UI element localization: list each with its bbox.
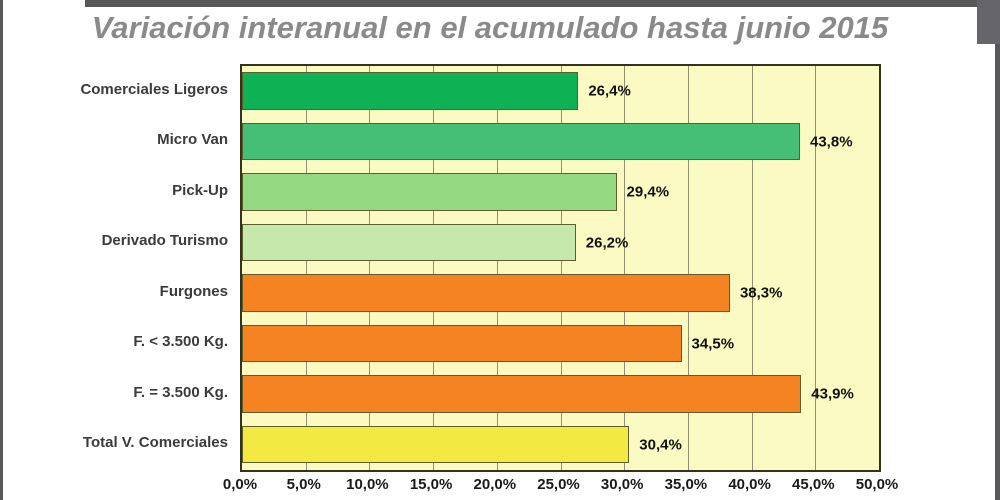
- bar-row: 26,4%: [242, 66, 879, 117]
- category-label: F. < 3.500 Kg.: [133, 333, 228, 351]
- category-label: Derivado Turismo: [101, 232, 228, 250]
- bar-f-3-500-kg-: [242, 324, 682, 362]
- bar-row: 26,2%: [242, 218, 879, 269]
- cropped-top-bar: [85, 0, 988, 7]
- gridline: [751, 66, 753, 470]
- category-label: F. = 3.500 Kg.: [133, 383, 228, 401]
- bar-row: 43,8%: [242, 117, 879, 168]
- x-tick-label: 10,0%: [346, 476, 389, 493]
- gridline: [305, 66, 307, 470]
- gridline: [815, 66, 817, 470]
- bar-f-3-500-kg-: [242, 375, 802, 413]
- value-label: 43,8%: [810, 133, 853, 151]
- value-label: 43,9%: [811, 385, 854, 403]
- value-axis: 0,0% 5,0% 10,0% 15,0% 20,0% 25,0% 30,0% 35,0% 40…: [223, 474, 898, 496]
- category-label: Micro Van: [157, 131, 228, 149]
- bar-row: 34,5%: [242, 319, 879, 370]
- value-label: 26,4%: [588, 82, 631, 100]
- x-tick-label: 45,0%: [792, 476, 835, 493]
- category-label: Comerciales Ligeros: [80, 80, 228, 98]
- value-label: 29,4%: [626, 183, 670, 201]
- value-label: 30,4%: [639, 436, 682, 454]
- value-label: 26,2%: [585, 234, 629, 252]
- right-frame-edge: [995, 0, 1000, 500]
- bar-derivado-turismo: [242, 223, 576, 261]
- gridline: [560, 66, 562, 470]
- x-tick-label: 35,0%: [664, 476, 708, 493]
- gridline: [369, 66, 371, 470]
- x-tick-label: 50,0%: [855, 476, 899, 493]
- gridline: [624, 66, 626, 470]
- bar-row: 38,3%: [242, 268, 879, 319]
- x-tick-label: 20,0%: [473, 476, 517, 493]
- category-label: Furgones: [159, 282, 228, 300]
- value-label: 34,5%: [691, 335, 735, 353]
- x-tick-label: 0,0%: [222, 476, 258, 493]
- bar-micro-van: [242, 122, 800, 160]
- gridline: [496, 66, 498, 470]
- bar-row: 30,4%: [242, 420, 879, 471]
- x-tick-label: 5,0%: [286, 476, 321, 493]
- left-frame-edge: [0, 0, 3, 500]
- category-axis: Comerciales Ligeros Micro Van Pick-Up Deriv…: [0, 64, 228, 468]
- chart-title: Variación interanual en el acumulado has…: [91, 10, 889, 45]
- bar-furgones: [242, 274, 730, 312]
- value-label: 38,3%: [739, 284, 783, 302]
- plot-area: 26,4% 43,8% 29,4% 26,2% 38,3% 34,5% 43,9% 30,4%: [240, 64, 881, 472]
- gridline: [433, 66, 435, 470]
- bar-pick-up: [242, 173, 617, 211]
- x-tick-label: 15,0%: [409, 476, 453, 493]
- category-label: Total V. Comerciales: [82, 434, 228, 452]
- bar-row: 43,9%: [242, 369, 879, 420]
- x-tick-label: 25,0%: [537, 476, 580, 493]
- bar-total-v-comerciales: [242, 425, 630, 463]
- bar-comerciales-ligeros: [242, 72, 579, 110]
- x-tick-label: 30,0%: [600, 476, 644, 493]
- gridline: [687, 66, 689, 470]
- bar-row: 29,4%: [242, 167, 879, 218]
- x-tick-label: 40,0%: [728, 476, 771, 493]
- right-corner-block: [977, 0, 1000, 44]
- category-label: Pick-Up: [172, 181, 228, 199]
